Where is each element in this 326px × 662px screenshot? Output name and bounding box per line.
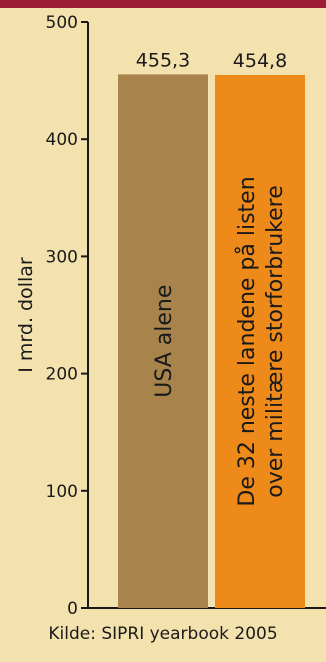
bar-1: [118, 74, 208, 608]
top-accent-bar: [0, 0, 326, 8]
bar-1-value-label: 455,3: [136, 49, 190, 71]
bar-1-category-label: USA alene: [152, 285, 177, 398]
bar-2-category-line: De 32 neste landene på listen: [234, 176, 260, 506]
y-tick-label: 400: [46, 130, 78, 150]
y-tick-label: 0: [67, 599, 78, 619]
y-tick-label: 500: [46, 13, 78, 33]
source-note: Kilde: SIPRI yearbook 2005: [48, 624, 278, 644]
y-axis: 0 100 200 300 400 500: [46, 13, 326, 619]
y-tick-label: 100: [46, 482, 78, 502]
y-axis-title: I mrd. dollar: [15, 257, 37, 373]
bar-2: [215, 74, 305, 608]
bars-group: 455,3 USA alene 454,8 De 32 neste landene p…: [118, 49, 305, 608]
bar-2-value-label: 454,8: [233, 50, 287, 72]
y-tick-label: 300: [46, 247, 78, 267]
bar-2-category-line: over militære storforbrukere: [263, 185, 288, 498]
y-tick-label: 200: [46, 365, 78, 385]
bar-2-category-label: De 32 neste landene på listen over militæ…: [234, 176, 288, 506]
bar-1-category-line: USA alene: [152, 285, 177, 398]
